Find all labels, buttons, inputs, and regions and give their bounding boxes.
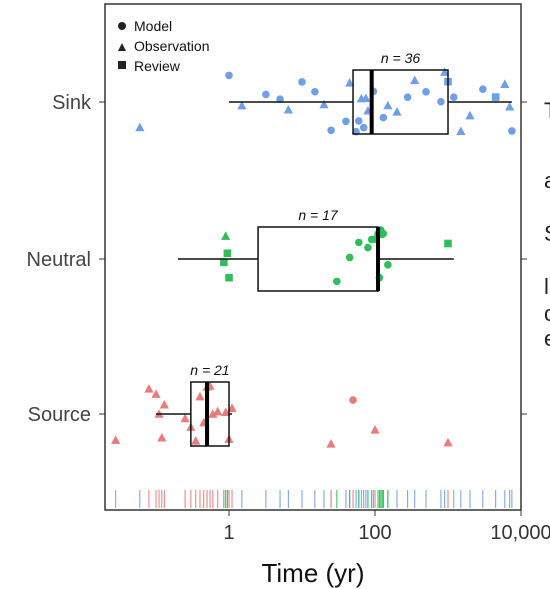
group-source: n = 21 — [111, 362, 453, 448]
box — [190, 381, 230, 447]
data-point — [342, 117, 350, 126]
data-point — [410, 75, 420, 85]
data-point — [223, 249, 232, 258]
data-point — [221, 407, 231, 416]
y-axis: Sink Neutral Source — [27, 92, 527, 426]
data-point — [383, 100, 393, 110]
data-point — [283, 104, 293, 114]
data-point — [392, 107, 402, 116]
data-point — [311, 87, 319, 96]
data-point — [157, 432, 167, 442]
data-point — [443, 437, 453, 447]
data-point — [225, 273, 233, 282]
data-point — [111, 435, 121, 444]
data-point — [225, 71, 233, 80]
group-neutral: n = 17 — [177, 207, 454, 292]
data-point — [213, 406, 223, 416]
data-point — [505, 101, 515, 111]
data-point — [403, 93, 412, 101]
box — [352, 69, 449, 135]
data-point — [444, 239, 452, 248]
cut-off-text: c — [544, 301, 550, 326]
data-point — [221, 231, 231, 240]
box-groups: n = 36 n = 17 n = 21 — [111, 50, 516, 448]
data-point — [440, 67, 450, 76]
legend-label: Review — [134, 58, 181, 74]
y-tick-label: Sink — [52, 92, 92, 114]
n-label: n = 17 — [298, 207, 339, 223]
data-point — [237, 100, 247, 110]
data-point — [326, 439, 336, 448]
cut-off-text: S — [544, 223, 550, 245]
data-point — [333, 277, 341, 286]
data-point — [364, 243, 372, 252]
data-point — [327, 126, 335, 135]
data-point — [361, 93, 371, 102]
data-point — [500, 79, 510, 88]
data-point — [298, 78, 306, 86]
legend: Model Observation Review — [118, 18, 209, 74]
data-point — [276, 95, 284, 104]
cut-off-text: e — [544, 328, 550, 350]
cut-off-text: T — [544, 100, 550, 122]
data-point — [508, 127, 516, 135]
rug — [115, 490, 513, 508]
legend-triangle-symbol — [118, 43, 126, 51]
legend-label: Model — [134, 18, 172, 34]
x-tick-label: 10,000 — [490, 522, 550, 544]
data-point — [384, 261, 392, 269]
x-tick-label: 1 — [223, 522, 234, 544]
box — [257, 226, 379, 292]
data-point — [422, 88, 430, 96]
data-point — [456, 126, 466, 136]
data-point — [379, 113, 388, 122]
data-point — [355, 117, 363, 125]
legend-label: Observation — [134, 38, 209, 54]
data-point — [151, 389, 161, 398]
data-point — [345, 253, 354, 262]
plot-panel — [104, 3, 522, 511]
data-point — [465, 110, 475, 120]
data-point — [345, 78, 355, 87]
cut-off-text: l — [544, 274, 549, 299]
data-point — [195, 391, 205, 401]
data-point — [220, 258, 228, 267]
cut-off-text: a — [544, 170, 550, 192]
n-label: n = 21 — [190, 362, 229, 378]
data-point — [437, 97, 445, 106]
data-point — [449, 93, 458, 102]
data-point — [159, 400, 169, 409]
group-sink: n = 36 — [135, 50, 516, 136]
y-tick-label: Neutral — [27, 249, 91, 271]
y-tick-label: Source — [28, 404, 91, 426]
x-axis: 1 100 10,000 — [223, 510, 550, 544]
data-point — [191, 436, 201, 445]
data-point — [180, 413, 190, 423]
data-point — [208, 409, 218, 418]
data-point — [144, 384, 154, 393]
data-point — [135, 122, 145, 132]
legend-square-symbol — [118, 61, 126, 69]
data-point — [479, 85, 487, 93]
data-point — [491, 93, 500, 101]
data-point — [370, 425, 380, 434]
data-point — [359, 123, 368, 132]
data-point — [349, 396, 357, 404]
x-axis-title: Time (yr) — [261, 558, 364, 588]
data-point — [319, 99, 329, 109]
data-point — [262, 90, 270, 99]
x-tick-label: 100 — [358, 522, 391, 544]
data-point — [355, 238, 363, 247]
legend-circle-symbol — [118, 22, 126, 30]
n-label: n = 36 — [381, 50, 421, 66]
data-point — [379, 229, 388, 238]
